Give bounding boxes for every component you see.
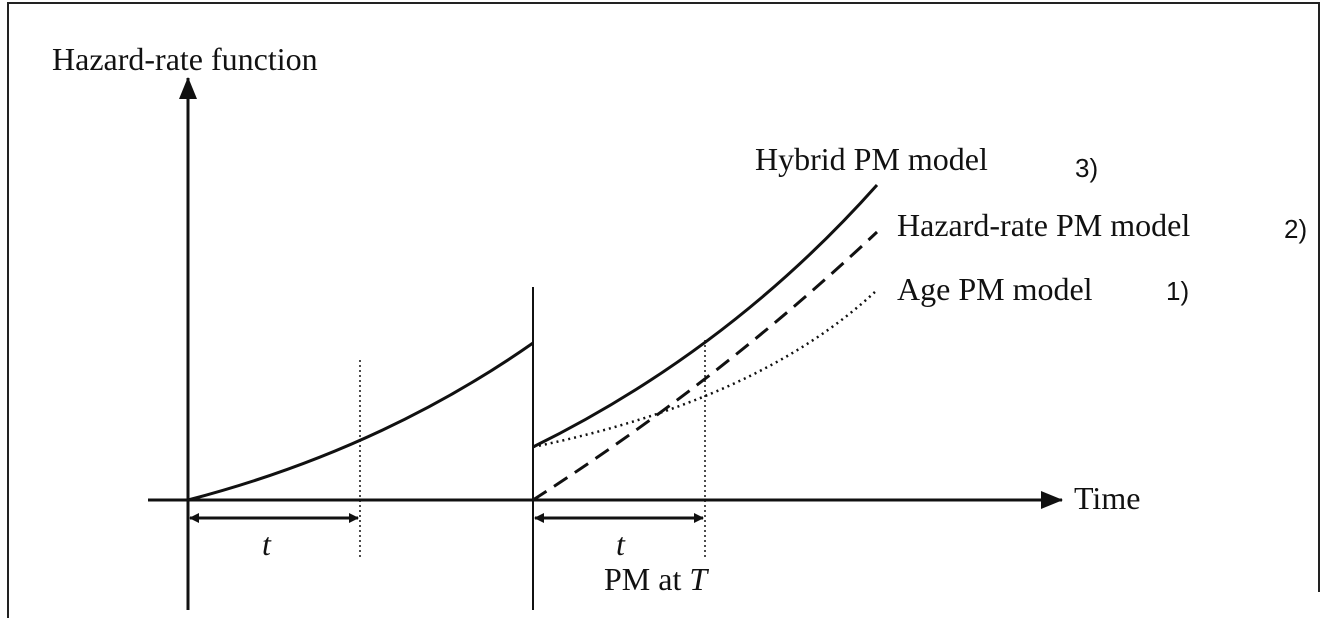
interval-label: t [262,526,272,562]
pm-label: PM at T [604,561,709,597]
curves [187,184,879,502]
curve-number: 3) [1075,153,1098,183]
axes [148,77,1063,610]
curve-number: 2) [1284,214,1307,244]
curve-label: Hazard-rate PM model [897,207,1190,243]
curve-label: Age PM model [897,271,1093,307]
guides [189,287,706,610]
curve-number: 1) [1166,276,1189,306]
y-axis-label: Hazard-rate function [52,41,318,77]
curve-label: Hybrid PM model [755,141,988,177]
pm-symbol: T [689,561,709,597]
frame [7,2,1320,618]
x-axis-label: Time [1074,480,1140,516]
interval-label: t [616,526,626,562]
pm-text: PM at [604,561,681,597]
